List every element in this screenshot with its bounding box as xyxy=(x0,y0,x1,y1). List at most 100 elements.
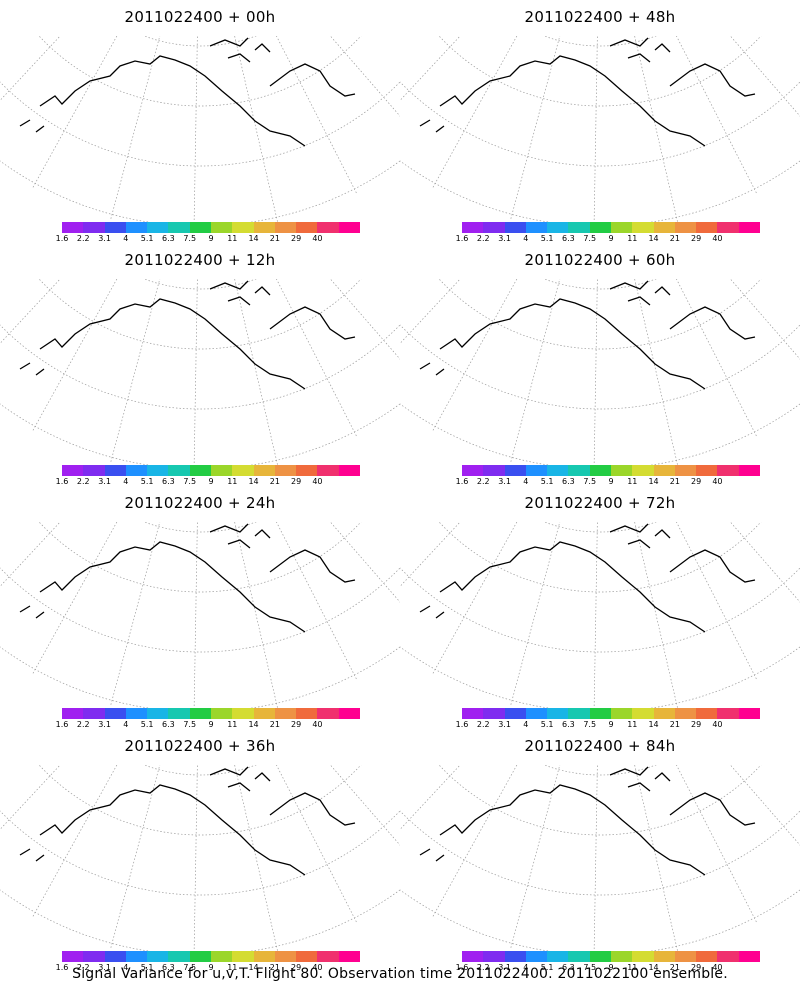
graticule xyxy=(0,0,501,231)
colorbar-swatch xyxy=(674,951,697,962)
variance-contour xyxy=(527,582,627,650)
colorbar-tick-label: 2.2 xyxy=(476,963,490,972)
colorbar-tick-label: 5.1 xyxy=(140,720,154,729)
colorbar-swatch xyxy=(653,951,676,962)
colorbar-swatch xyxy=(568,222,591,233)
colorbar-tick-label: 21 xyxy=(669,477,680,486)
variance-contour xyxy=(95,802,262,916)
colorbar-swatch xyxy=(189,222,212,233)
colorbar-swatch xyxy=(83,951,106,962)
panel-title: 2011022400 + 72h xyxy=(524,494,676,512)
colorbar-tick-label: 29 xyxy=(291,234,302,243)
colorbar-tick-label: 9 xyxy=(208,720,214,729)
colorbar-swatch xyxy=(232,708,255,719)
colorbar-tick-label: 11 xyxy=(627,234,638,243)
colorbar-tick-label: 3.1 xyxy=(498,963,511,972)
colorbar-swatch xyxy=(547,465,569,476)
colorbar-swatch xyxy=(83,222,106,233)
colorbar-swatch xyxy=(462,951,484,962)
colorbar-tick-label: 6.3 xyxy=(162,234,175,243)
colorbar-swatch xyxy=(104,708,127,719)
forecast-panel: 2011022400 + 24h 1.6 2.2 3.1 4 5.1 6.3 7.5 9 11 14… xyxy=(0,317,518,729)
colorbar-swatch xyxy=(568,951,591,962)
colorbar-tick-label: 21 xyxy=(669,963,680,972)
colorbar-tick-label: 4 xyxy=(123,477,129,486)
colorbar-swatch xyxy=(168,465,191,476)
colorbar-tick-label: 6.3 xyxy=(162,477,175,486)
colorbar-tick-label: 1.6 xyxy=(455,963,469,972)
colorbar-swatch xyxy=(338,465,361,476)
colorbar-tick-label: 29 xyxy=(291,720,302,729)
forecast-panel: 2011022400 + 00h 1.6 2.2 3.1 4 5.1 6.3 7.5 9 11 14… xyxy=(0,0,518,243)
graticule xyxy=(0,166,501,474)
colorbar-swatch xyxy=(525,951,548,962)
colorbar-swatch xyxy=(632,708,655,719)
colorbar-tick-label: 4 xyxy=(123,234,129,243)
colorbar-tick-label: 1.6 xyxy=(55,477,69,486)
variance-contour xyxy=(446,767,715,950)
colorbar-swatch xyxy=(738,708,761,719)
colorbar-swatch xyxy=(232,222,255,233)
colorbar-swatch xyxy=(189,708,212,719)
colorbar-swatch xyxy=(547,708,569,719)
colorbar-tick-label: 2.2 xyxy=(76,720,90,729)
colorbar-tick-label: 21 xyxy=(269,477,280,486)
colorbar-tick-label: 40 xyxy=(712,720,723,729)
colorbar: 1.6 2.2 3.1 4 5.1 6.3 7.5 9 11 14 21 29 40 xyxy=(0,465,400,495)
colorbar-tick-label: 6.3 xyxy=(162,720,175,729)
colorbar-swatch xyxy=(717,222,740,233)
colorbar-tick-label: 14 xyxy=(248,477,259,486)
colorbar-tick-label: 9 xyxy=(208,477,214,486)
colorbar-tick-label: 4 xyxy=(123,963,129,972)
colorbar-tick-label: 5.1 xyxy=(540,234,554,243)
colorbar-tick-label: 14 xyxy=(248,234,259,243)
colorbar-swatch xyxy=(653,465,676,476)
colorbar-swatch xyxy=(274,708,297,719)
variance-contour xyxy=(109,812,248,907)
colorbar: 1.6 2.2 3.1 4 5.1 6.3 7.5 9 11 14 21 29 40 xyxy=(400,465,800,495)
colorbar-tick-label: 9 xyxy=(608,720,614,729)
colorbar-swatch xyxy=(338,951,361,962)
colorbar-swatch xyxy=(674,708,697,719)
forecast-panel: 2011022400 + 60h 1.6 2.2 3.1 4 5.1 6.3 7.5 9 11 14… xyxy=(282,74,800,486)
colorbar-tick-label: 6.3 xyxy=(562,477,575,486)
map-area xyxy=(0,0,518,231)
colorbar-swatch xyxy=(589,222,612,233)
variance-contour xyxy=(523,823,630,896)
colorbar-tick-label: 1.6 xyxy=(455,234,469,243)
colorbar-tick-label: 7.5 xyxy=(183,234,197,243)
coastline xyxy=(419,280,756,390)
colorbar-swatch xyxy=(296,222,318,233)
colorbar-tick-label: 2.2 xyxy=(476,477,490,486)
variance-contour xyxy=(492,801,664,918)
colorbar-tick-label: 11 xyxy=(227,234,238,243)
colorbar-tick-label: 40 xyxy=(712,234,723,243)
colorbar-tick-label: 29 xyxy=(691,963,702,972)
forecast-panel: 2011022400 + 48h 1.6 2.2 3.1 4 5.1 6.3 7.5 9 11 14… xyxy=(282,0,800,243)
map-area xyxy=(282,317,800,717)
polar-map xyxy=(282,0,800,231)
colorbar-swatch xyxy=(104,222,127,233)
colorbar-tick-label: 21 xyxy=(269,234,280,243)
variance-contour xyxy=(493,71,666,189)
colorbar-tick-label: 29 xyxy=(691,720,702,729)
panel-title: 2011022400 + 12h xyxy=(124,251,276,269)
map-area xyxy=(282,560,800,960)
colorbar-swatch xyxy=(589,708,612,719)
forecast-panel: 2011022400 + 36h 1.6 2.2 3.1 4 5.1 6.3 7.5 9 11 14… xyxy=(0,560,518,972)
variance-contour xyxy=(459,290,702,455)
colorbar-swatch xyxy=(611,708,633,719)
coastline xyxy=(419,766,756,876)
colorbar-tick-label: 14 xyxy=(248,720,259,729)
variance-contour xyxy=(465,52,695,209)
colorbar-tick-label: 11 xyxy=(227,720,238,729)
colorbar-tick-label: 21 xyxy=(269,720,280,729)
variance-contour xyxy=(72,542,289,690)
colorbar-swatch xyxy=(62,708,84,719)
colorbar-tick-label: 11 xyxy=(627,963,638,972)
coastline xyxy=(19,280,356,390)
graticule xyxy=(299,166,800,474)
colorbar-swatch xyxy=(104,465,127,476)
variance-contour xyxy=(111,571,246,663)
colorbar-tick-label: 2.2 xyxy=(476,234,490,243)
